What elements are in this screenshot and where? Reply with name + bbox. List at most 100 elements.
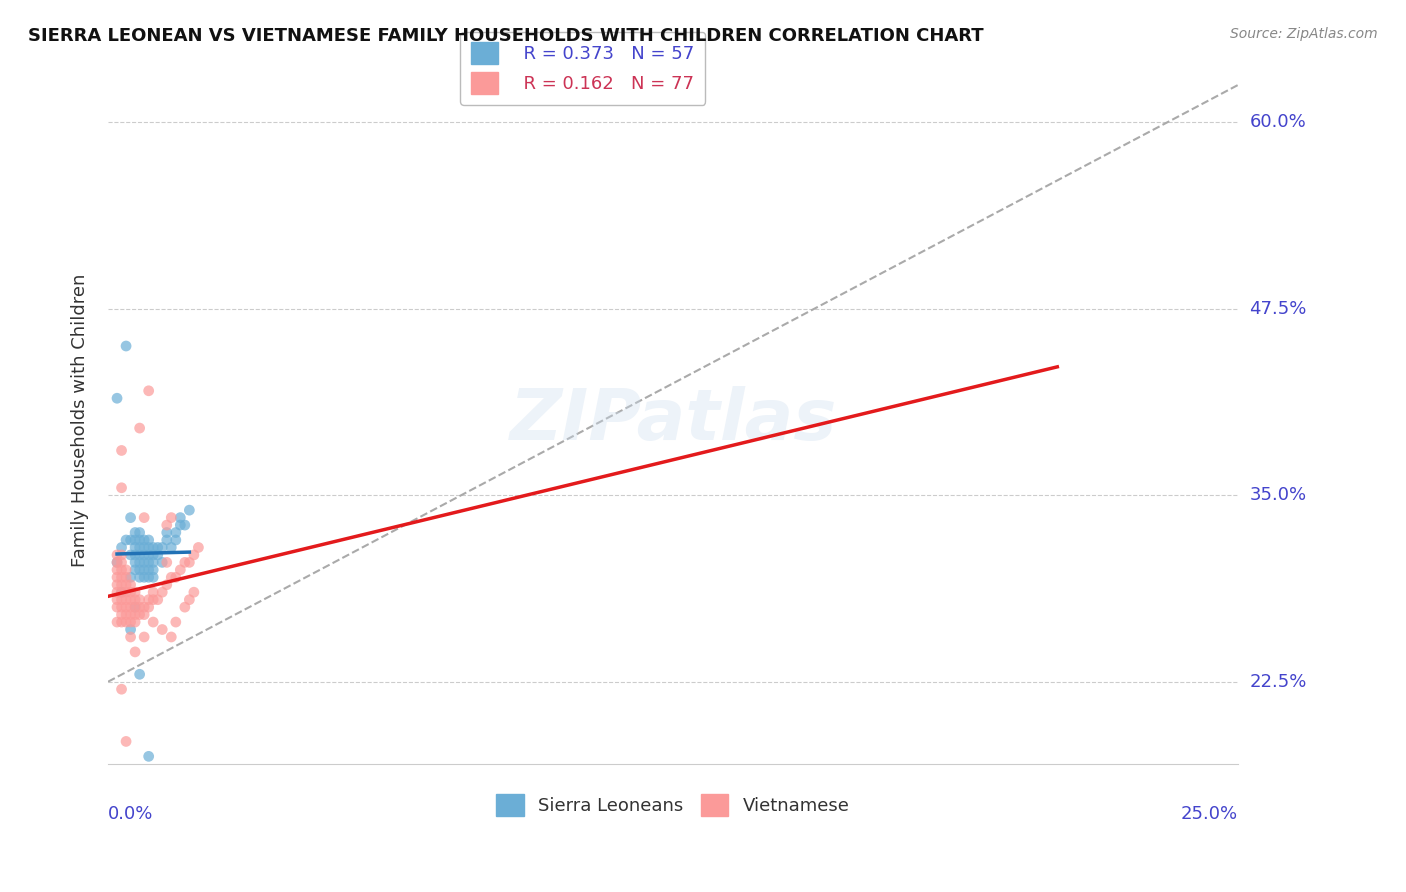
Point xyxy=(120,578,142,592)
Point xyxy=(150,623,173,637)
Point xyxy=(165,570,187,584)
Point xyxy=(110,563,132,577)
Point xyxy=(105,592,128,607)
Point xyxy=(138,600,160,615)
Point xyxy=(156,533,179,547)
Point xyxy=(110,592,132,607)
Point xyxy=(150,555,173,569)
Point xyxy=(124,615,146,629)
Point xyxy=(156,555,179,569)
Point xyxy=(128,570,150,584)
Point xyxy=(165,525,187,540)
Text: 22.5%: 22.5% xyxy=(1250,673,1306,690)
Point xyxy=(115,563,138,577)
Point xyxy=(110,615,132,629)
Point xyxy=(120,592,142,607)
Point xyxy=(115,600,138,615)
Point xyxy=(128,421,150,435)
Point xyxy=(146,541,169,555)
Point xyxy=(142,541,165,555)
Point xyxy=(183,585,205,599)
Point xyxy=(120,548,142,562)
Point xyxy=(110,585,132,599)
Point xyxy=(124,555,146,569)
Point xyxy=(124,645,146,659)
Point xyxy=(183,548,205,562)
Point xyxy=(105,570,128,584)
Point xyxy=(179,555,201,569)
Point xyxy=(120,607,142,622)
Point xyxy=(160,541,183,555)
Point xyxy=(142,570,165,584)
Point xyxy=(110,481,132,495)
Point xyxy=(110,607,132,622)
Point xyxy=(110,600,132,615)
Point xyxy=(142,585,165,599)
Point xyxy=(142,615,165,629)
Point xyxy=(138,570,160,584)
Point xyxy=(115,615,138,629)
Point xyxy=(138,563,160,577)
Point xyxy=(105,563,128,577)
Point xyxy=(105,555,128,569)
Point xyxy=(142,592,165,607)
Point xyxy=(134,510,156,524)
Point xyxy=(138,541,160,555)
Point xyxy=(142,548,165,562)
Y-axis label: Family Households with Children: Family Households with Children xyxy=(72,274,89,567)
Point xyxy=(120,533,142,547)
Point xyxy=(179,592,201,607)
Legend: Sierra Leoneans, Vietnamese: Sierra Leoneans, Vietnamese xyxy=(489,787,856,823)
Point xyxy=(124,600,146,615)
Point xyxy=(173,555,195,569)
Point xyxy=(134,541,156,555)
Point xyxy=(105,555,128,569)
Point xyxy=(128,607,150,622)
Point xyxy=(138,548,160,562)
Point xyxy=(105,585,128,599)
Point xyxy=(120,585,142,599)
Text: Source: ZipAtlas.com: Source: ZipAtlas.com xyxy=(1230,27,1378,41)
Text: 25.0%: 25.0% xyxy=(1181,805,1239,823)
Point xyxy=(150,585,173,599)
Point xyxy=(169,518,191,533)
Point xyxy=(110,548,132,562)
Point xyxy=(115,533,138,547)
Point xyxy=(124,592,146,607)
Point xyxy=(110,541,132,555)
Point xyxy=(128,548,150,562)
Point xyxy=(165,533,187,547)
Point xyxy=(128,541,150,555)
Point xyxy=(115,585,138,599)
Point xyxy=(146,548,169,562)
Point xyxy=(115,339,138,353)
Point xyxy=(128,525,150,540)
Text: SIERRA LEONEAN VS VIETNAMESE FAMILY HOUSEHOLDS WITH CHILDREN CORRELATION CHART: SIERRA LEONEAN VS VIETNAMESE FAMILY HOUS… xyxy=(28,27,984,45)
Point xyxy=(120,600,142,615)
Point xyxy=(134,607,156,622)
Point xyxy=(138,555,160,569)
Point xyxy=(134,570,156,584)
Point xyxy=(160,630,183,644)
Point xyxy=(165,615,187,629)
Point xyxy=(124,541,146,555)
Point xyxy=(124,533,146,547)
Point xyxy=(110,570,132,584)
Point xyxy=(138,533,160,547)
Point xyxy=(120,510,142,524)
Point xyxy=(105,600,128,615)
Point xyxy=(115,592,138,607)
Point xyxy=(128,555,150,569)
Point xyxy=(156,525,179,540)
Point xyxy=(160,570,183,584)
Point xyxy=(124,548,146,562)
Point xyxy=(105,391,128,405)
Point xyxy=(138,749,160,764)
Point xyxy=(134,563,156,577)
Point xyxy=(134,555,156,569)
Text: ZIPatlas: ZIPatlas xyxy=(509,386,837,455)
Point xyxy=(134,533,156,547)
Point xyxy=(142,563,165,577)
Point xyxy=(128,533,150,547)
Text: 60.0%: 60.0% xyxy=(1250,113,1306,131)
